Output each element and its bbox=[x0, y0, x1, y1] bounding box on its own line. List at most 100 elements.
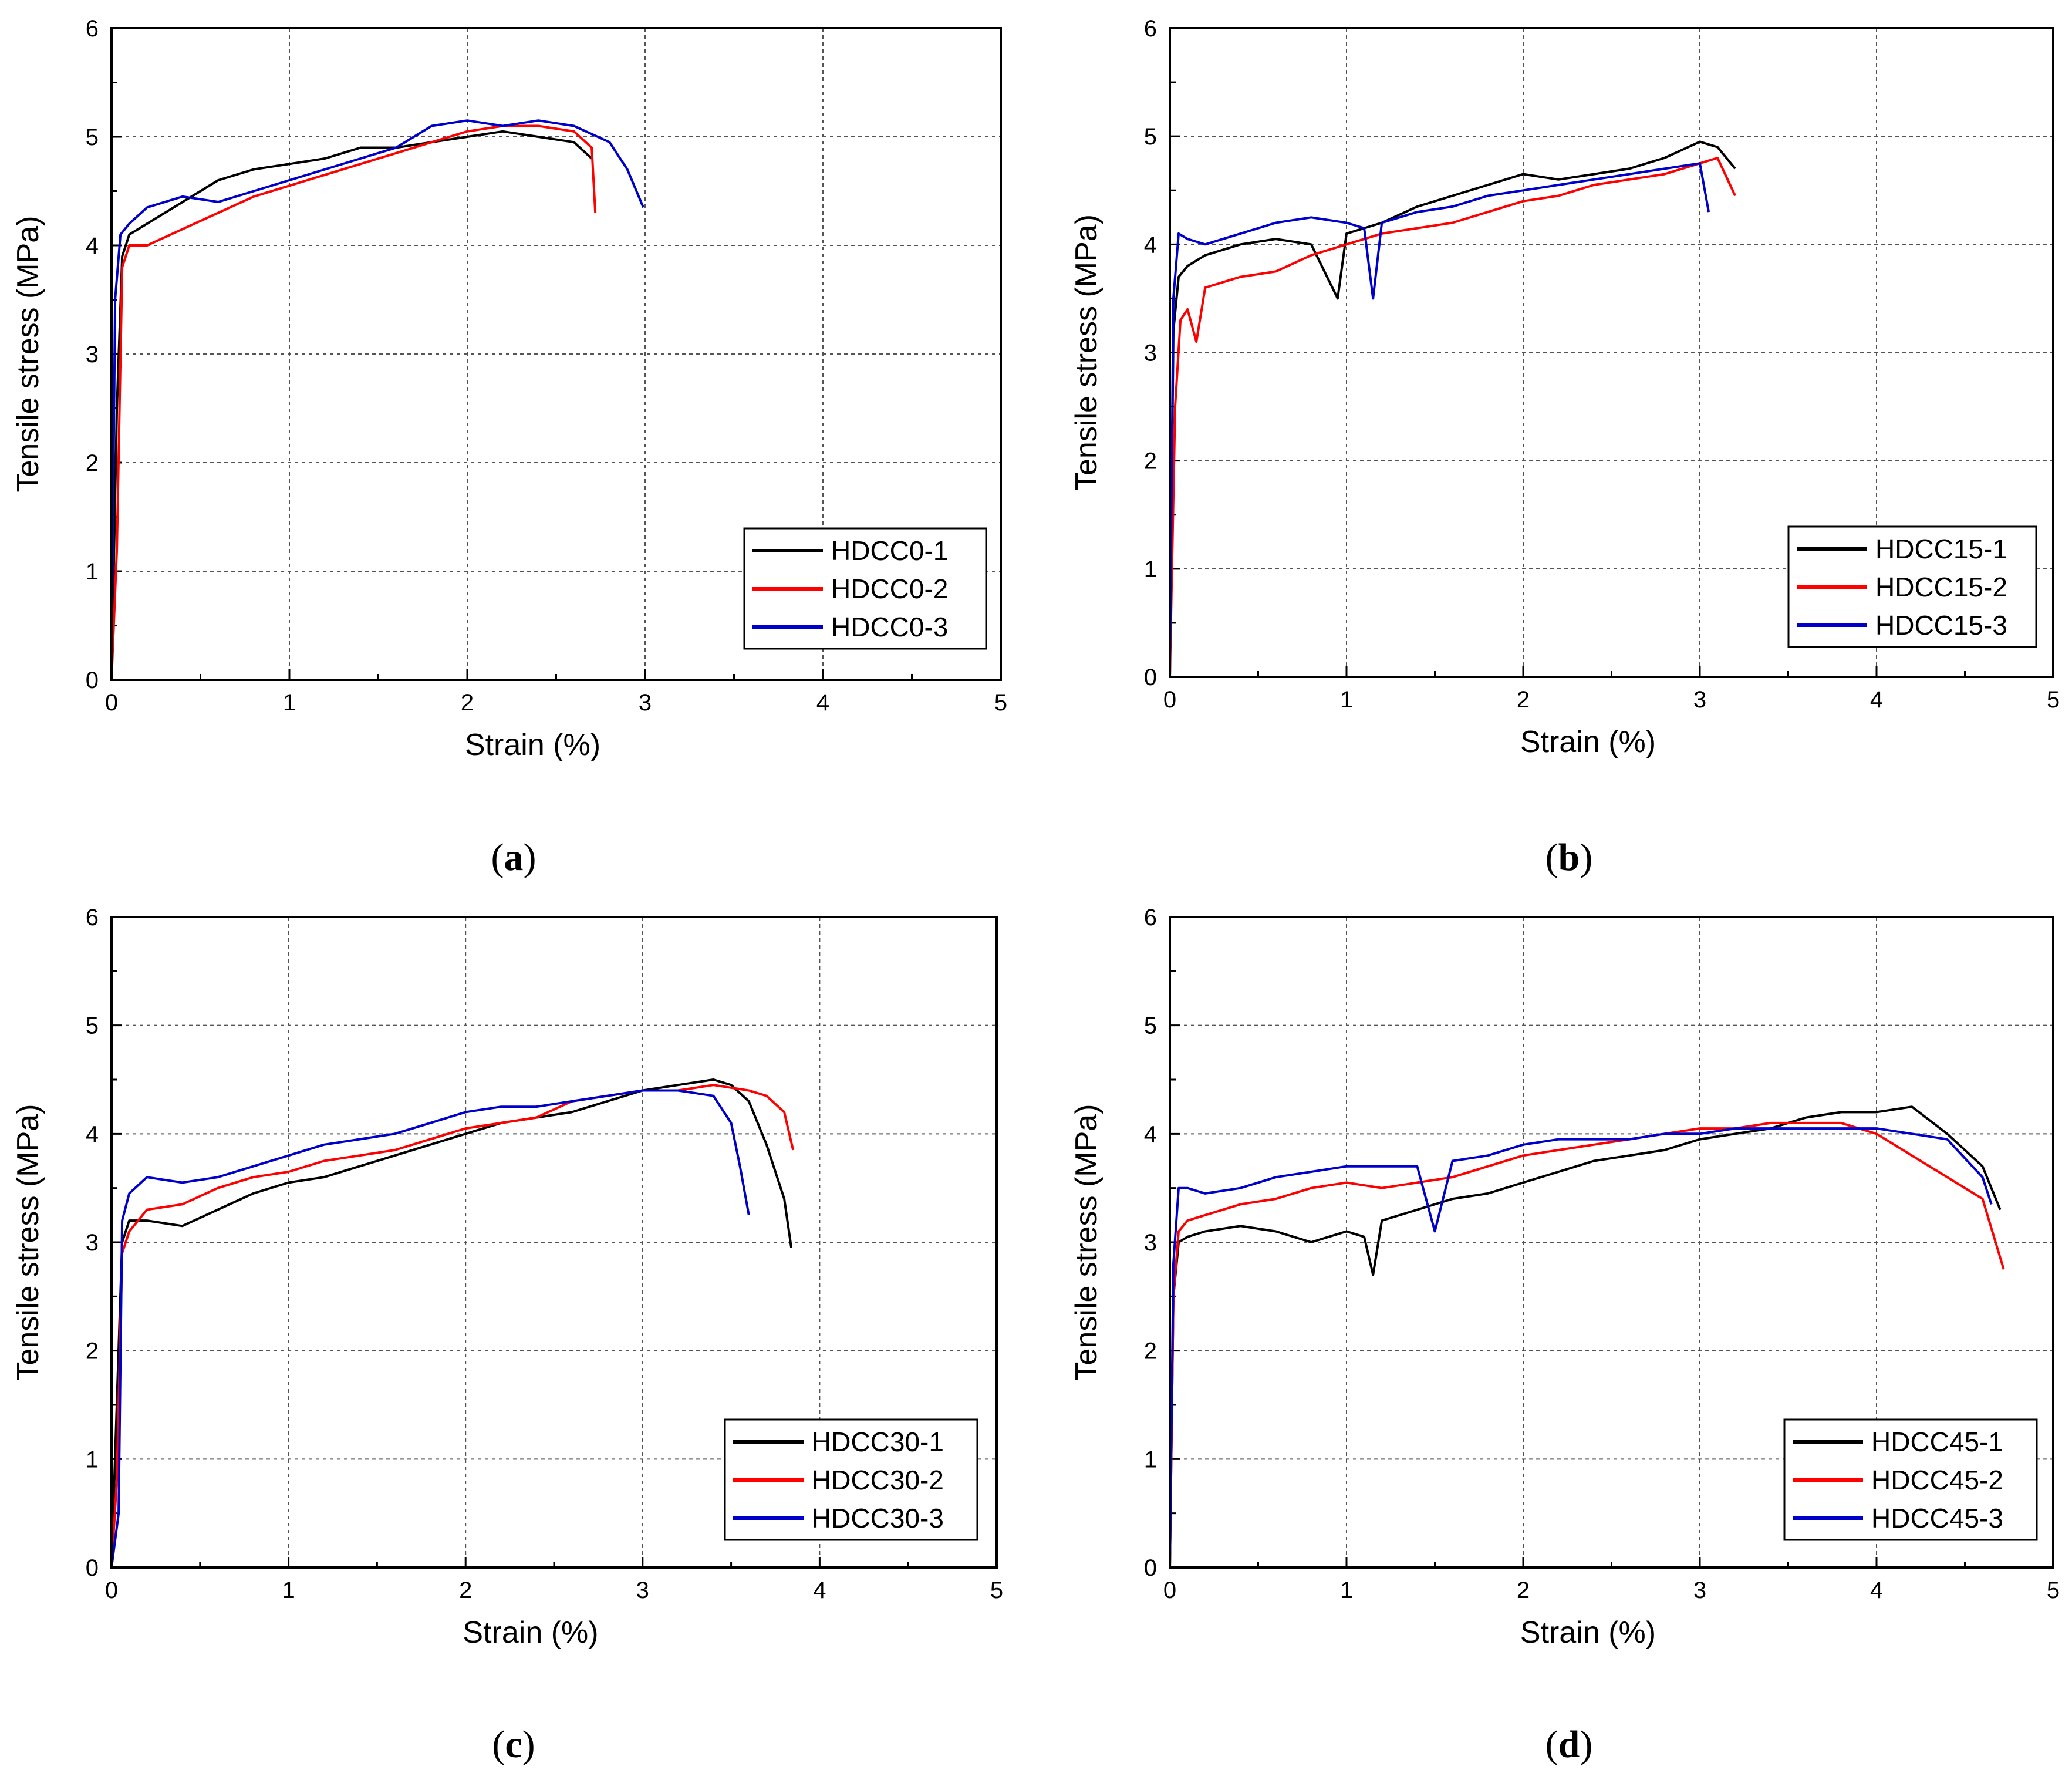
x-tick-label: 0 bbox=[1163, 1577, 1176, 1603]
y-tick-label: 0 bbox=[1144, 1555, 1157, 1581]
x-tick-label: 2 bbox=[459, 1577, 472, 1603]
legend: HDCC0-1 HDCC0-2 HDCC0-3 bbox=[743, 527, 987, 650]
caption-a: (a) bbox=[491, 836, 536, 879]
series-line-hdcc45-1 bbox=[1169, 1105, 2002, 1568]
x-tick-label: 3 bbox=[1693, 687, 1706, 713]
caption-d: (d) bbox=[1545, 1723, 1593, 1766]
legend: HDCC30-1 HDCC30-2 HDCC30-3 bbox=[724, 1418, 978, 1541]
caption-b: (b) bbox=[1545, 836, 1593, 879]
panel-d: 0 1 2 3 4 5 0 1 2 3 4 5 6 Strain (%) Tensile stress (M… bbox=[1069, 905, 2060, 1650]
x-tick-label: 3 bbox=[639, 690, 652, 716]
y-tick-label: 3 bbox=[86, 342, 99, 368]
x-tick-label: 4 bbox=[1870, 1577, 1883, 1603]
legend-label-hdcc0-1: HDCC0-1 bbox=[831, 535, 948, 566]
series-line-hdcc15-3 bbox=[1169, 162, 1710, 677]
series-line-hdcc30-3 bbox=[110, 1089, 750, 1568]
legend-label-hdcc45-2: HDCC45-2 bbox=[1871, 1465, 2003, 1495]
legend: HDCC15-1 HDCC15-2 HDCC15-3 bbox=[1787, 525, 2037, 648]
y-tick-label: 2 bbox=[1144, 449, 1157, 474]
x-tick-label: 1 bbox=[282, 1577, 295, 1603]
series-line-hdcc0-2 bbox=[110, 124, 597, 680]
y-tick-label: 0 bbox=[86, 1555, 99, 1581]
x-tick-label: 1 bbox=[283, 690, 296, 716]
y-tick-label: 6 bbox=[86, 905, 99, 931]
y-axis-title: Tensile stress (MPa) bbox=[1069, 1104, 1104, 1381]
x-axis-title: Strain (%) bbox=[1520, 1616, 1656, 1650]
y-tick-label: 3 bbox=[1144, 1230, 1157, 1256]
series-line-hdcc30-2 bbox=[110, 1084, 795, 1568]
legend-label-hdcc15-1: HDCC15-1 bbox=[1875, 534, 2007, 564]
y-tick-label: 0 bbox=[86, 668, 99, 693]
plot-frame bbox=[110, 27, 1002, 681]
y-tick-label: 5 bbox=[86, 124, 99, 150]
y-tick-label: 6 bbox=[86, 16, 99, 42]
series-line-hdcc0-3 bbox=[110, 119, 644, 680]
x-tick-label: 4 bbox=[813, 1577, 826, 1603]
x-tick-label: 1 bbox=[1340, 1577, 1353, 1603]
y-tick-label: 4 bbox=[1144, 232, 1157, 258]
y-tick-label: 1 bbox=[86, 559, 99, 585]
y-tick-label: 4 bbox=[1144, 1121, 1157, 1147]
x-tick-label: 5 bbox=[990, 1577, 1003, 1603]
series-line-hdcc30-1 bbox=[110, 1078, 793, 1568]
x-axis-title: Strain (%) bbox=[465, 728, 600, 762]
y-tick-label: 5 bbox=[86, 1013, 99, 1039]
x-tick-label: 3 bbox=[636, 1577, 649, 1603]
x-tick-label: 5 bbox=[2047, 1577, 2060, 1603]
legend-label-hdcc0-3: HDCC0-3 bbox=[831, 612, 948, 642]
plot-frame bbox=[110, 916, 998, 1569]
caption-c: (c) bbox=[492, 1723, 535, 1766]
plot-frame bbox=[1169, 916, 2054, 1569]
x-tick-label: 0 bbox=[1163, 687, 1176, 713]
y-axis-title: Tensile stress (MPa) bbox=[1069, 214, 1104, 491]
y-tick-label: 1 bbox=[1144, 557, 1157, 582]
x-tick-label: 4 bbox=[816, 690, 829, 716]
series-line-hdcc15-1 bbox=[1169, 140, 1736, 677]
x-tick-label: 2 bbox=[1517, 687, 1530, 713]
x-axis-title: Strain (%) bbox=[463, 1616, 598, 1650]
legend-label-hdcc30-3: HDCC30-3 bbox=[812, 1503, 944, 1533]
y-axis-title: Tensile stress (MPa) bbox=[11, 216, 45, 493]
x-tick-label: 0 bbox=[105, 1577, 118, 1603]
plot-frame bbox=[1169, 27, 2054, 678]
y-tick-label: 4 bbox=[86, 1121, 99, 1147]
y-tick-label: 3 bbox=[86, 1230, 99, 1256]
x-tick-label: 5 bbox=[994, 690, 1007, 716]
legend-label-hdcc30-2: HDCC30-2 bbox=[812, 1465, 944, 1495]
series-line-hdcc45-3 bbox=[1169, 1127, 1993, 1568]
y-tick-label: 5 bbox=[1144, 124, 1157, 150]
series-line-hdcc15-2 bbox=[1169, 157, 1737, 677]
x-tick-label: 2 bbox=[1517, 1577, 1530, 1603]
legend-label-hdcc15-2: HDCC15-2 bbox=[1875, 572, 2007, 602]
panel-c: 0 1 2 3 4 5 0 1 2 3 4 5 6 Strain (%) Tensile stress (M… bbox=[11, 905, 1003, 1650]
x-tick-label: 4 bbox=[1870, 687, 1883, 713]
legend-label-hdcc30-1: HDCC30-1 bbox=[812, 1427, 944, 1457]
y-tick-label: 0 bbox=[1144, 665, 1157, 690]
y-tick-label: 1 bbox=[86, 1447, 99, 1472]
x-axis-title: Strain (%) bbox=[1520, 725, 1656, 759]
y-tick-label: 2 bbox=[1144, 1339, 1157, 1364]
panel-a: 0 1 2 3 4 5 0 1 2 3 4 5 6 Strain (%) Tensile stress (M… bbox=[11, 16, 1007, 762]
y-tick-label: 6 bbox=[1144, 905, 1157, 931]
y-tick-label: 5 bbox=[1144, 1013, 1157, 1039]
x-tick-label: 3 bbox=[1693, 1577, 1706, 1603]
legend-label-hdcc45-3: HDCC45-3 bbox=[1871, 1503, 2003, 1533]
y-tick-label: 2 bbox=[86, 1339, 99, 1364]
panel-b: 0 1 2 3 4 5 0 1 2 3 4 5 6 Strain (%) Tensile stress (M… bbox=[1069, 16, 2060, 759]
legend-label-hdcc0-2: HDCC0-2 bbox=[831, 574, 948, 604]
series-line-hdcc0-1 bbox=[110, 130, 593, 680]
x-tick-label: 2 bbox=[461, 690, 474, 716]
legend: HDCC45-1 HDCC45-2 HDCC45-3 bbox=[1783, 1418, 2038, 1541]
x-tick-label: 5 bbox=[2047, 687, 2060, 713]
y-tick-label: 1 bbox=[1144, 1447, 1157, 1472]
y-tick-label: 6 bbox=[1144, 16, 1157, 42]
y-tick-label: 2 bbox=[86, 450, 99, 476]
x-tick-label: 1 bbox=[1340, 687, 1353, 713]
legend-label-hdcc15-3: HDCC15-3 bbox=[1875, 610, 2007, 640]
y-tick-label: 4 bbox=[86, 233, 99, 259]
legend-label-hdcc45-1: HDCC45-1 bbox=[1871, 1427, 2003, 1457]
y-axis-title: Tensile stress (MPa) bbox=[11, 1104, 45, 1381]
y-tick-label: 3 bbox=[1144, 341, 1157, 366]
x-tick-label: 0 bbox=[105, 690, 118, 716]
